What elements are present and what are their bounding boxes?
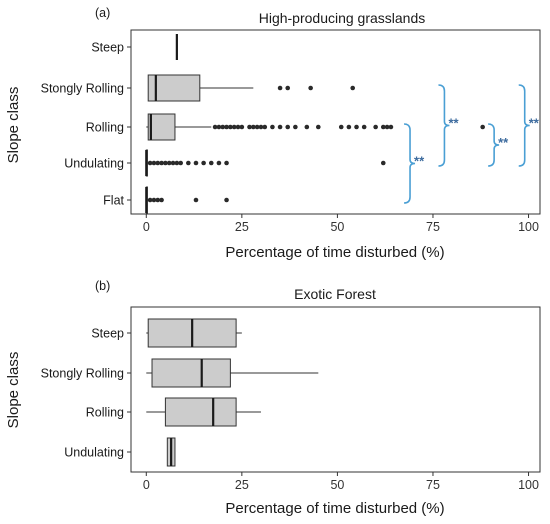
outlier-point [178, 160, 183, 166]
panel-b-tag: (b) [95, 279, 110, 293]
category-label: Steep [91, 327, 124, 341]
outlier-point [201, 160, 206, 166]
x-tick-label: 50 [330, 478, 344, 492]
outlier-point [193, 160, 199, 166]
outlier-point [147, 197, 153, 203]
significance-bracket [438, 84, 450, 167]
outlier-point [373, 124, 378, 130]
category-label: Stongly Rolling [41, 367, 124, 381]
outlier-point [220, 124, 226, 130]
significance-bracket [403, 123, 416, 204]
outlier-point [163, 160, 168, 166]
category-label: Undulating [64, 446, 124, 460]
outlier-point [380, 124, 386, 130]
panel-b-title: Exotic Forest [294, 286, 376, 302]
panel-b-plot: 0 25 50 75 100 Steep Stongly Rolling Rolling Und… [41, 306, 541, 492]
outlier-point [159, 160, 164, 166]
outlier-point [216, 124, 222, 130]
x-tick-label: 25 [235, 478, 249, 492]
x-tick-label: 0 [143, 478, 150, 492]
outlier-point [228, 124, 233, 130]
panel-a-title: High-producing grasslands [259, 10, 426, 26]
x-tick-label: 100 [518, 478, 539, 492]
outlier-point [251, 124, 256, 130]
significance-label: ** [448, 116, 459, 131]
outlier-point [380, 160, 386, 166]
outlier-point [193, 197, 199, 203]
outlier-point [388, 124, 394, 130]
outlier-point [235, 124, 241, 130]
category-label: Rolling [86, 121, 124, 135]
outlier-point [208, 160, 214, 166]
outlier-point [285, 85, 291, 91]
outlier-point [166, 160, 172, 166]
category-label: Rolling [86, 406, 124, 420]
outlier-point [155, 160, 161, 166]
outlier-point [304, 124, 310, 130]
significance-label: ** [414, 154, 425, 169]
outlier-point [159, 197, 164, 203]
outlier-point [151, 160, 157, 166]
outlier-point [293, 124, 298, 130]
panel-b-ylabel: Slope class [5, 352, 22, 429]
outlier-point [277, 85, 283, 91]
outlier-point [170, 160, 176, 166]
outlier-point [270, 124, 275, 130]
outlier-point [346, 124, 352, 130]
outlier-point [354, 124, 359, 130]
outlier-point [224, 160, 229, 166]
box-iqr [147, 113, 176, 141]
outlier-point [361, 124, 367, 130]
significance-bracket [518, 84, 530, 167]
outlier-point [155, 197, 161, 203]
significance-label: ** [498, 135, 509, 150]
x-tick-label: 25 [235, 220, 249, 234]
outlier-point [315, 124, 321, 130]
box-iqr [151, 358, 231, 388]
outlier-point [338, 124, 344, 130]
outlier-point [212, 124, 218, 130]
outlier-point [224, 197, 229, 203]
x-tick-label: 100 [518, 220, 539, 234]
outlier-point [174, 160, 180, 166]
outlier-point [254, 124, 260, 130]
panel-a-ylabel: Slope class [5, 87, 22, 164]
plot-frame [130, 29, 541, 215]
outlier-point [277, 124, 283, 130]
significance-label: ** [529, 116, 540, 131]
outlier-point [480, 124, 485, 130]
outlier-point [262, 124, 268, 130]
panel-a-plot: 0 25 50 75 100 Steep Stongly Rolling Rolling Und… [41, 29, 541, 234]
outlier-point [216, 160, 222, 166]
x-tick-label: 75 [426, 220, 440, 234]
outlier-point [231, 124, 237, 130]
outlier-point [308, 85, 313, 91]
box-iqr [164, 397, 237, 427]
x-tick-label: 0 [143, 220, 150, 234]
outlier-point [224, 124, 229, 130]
outlier-point [350, 85, 356, 91]
outlier-point [186, 160, 191, 166]
x-tick-label: 50 [330, 220, 344, 234]
outlier-point [247, 124, 252, 130]
outlier-point [384, 124, 390, 130]
panel-a-tag: (a) [95, 6, 110, 20]
outlier-point [285, 124, 291, 130]
outlier-point [147, 160, 153, 166]
panel-b-xlabel: Percentage of time disturbed (%) [225, 500, 444, 517]
x-tick-label: 75 [426, 478, 440, 492]
category-label: Flat [103, 194, 124, 208]
outlier-point [239, 124, 245, 130]
category-label: Stongly Rolling [41, 82, 124, 96]
outlier-point [151, 197, 157, 203]
category-label: Steep [91, 41, 124, 55]
category-label: Undulating [64, 157, 124, 171]
panel-a-xlabel: Percentage of time disturbed (%) [225, 244, 444, 261]
outlier-point [258, 124, 264, 130]
